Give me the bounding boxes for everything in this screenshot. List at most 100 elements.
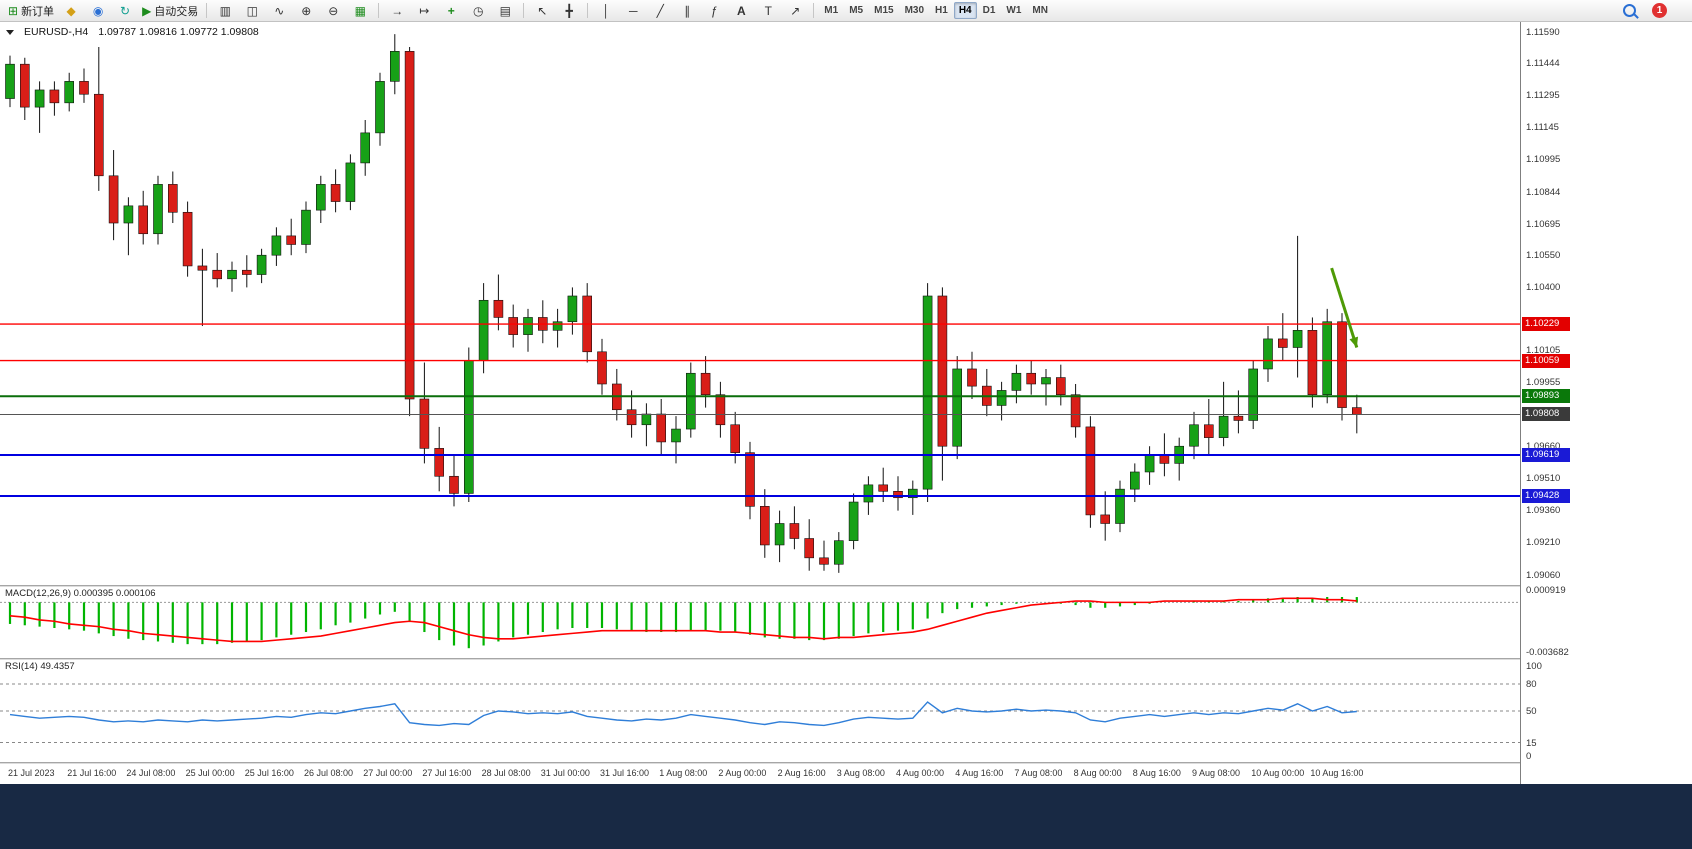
arrow-annotation[interactable] — [1330, 267, 1359, 348]
rsi-axis-label: 50 — [1526, 706, 1537, 717]
timeframe-h4-button[interactable]: H4 — [953, 2, 977, 19]
refresh-icon: ↻ — [120, 3, 131, 18]
time-axis-label: 26 Jul 08:00 — [304, 768, 354, 778]
timeframe-d1-button[interactable]: D1 — [982, 5, 996, 16]
zoom-out-button[interactable]: ⊖ — [320, 1, 346, 20]
time-axis-label: 8 Aug 00:00 — [1073, 768, 1122, 778]
compass-icon: ◆ — [66, 3, 76, 18]
market-button[interactable]: ◆ — [58, 1, 84, 20]
refresh-button[interactable]: ↻ — [112, 1, 138, 20]
auto-scroll-button[interactable]: → — [384, 1, 410, 20]
macd-canvas[interactable] — [0, 587, 1520, 658]
timeframe-m1-button[interactable]: M1 — [824, 5, 839, 16]
timeframe-h1-button[interactable]: H1 — [935, 5, 948, 16]
label-tool-button[interactable]: T — [755, 1, 781, 20]
search-icon[interactable] — [1623, 4, 1636, 17]
time-axis-label: 25 Jul 16:00 — [244, 768, 294, 778]
time-axis-label: 24 Jul 08:00 — [126, 768, 176, 778]
candlestick-mode-button[interactable]: ◫ — [239, 1, 265, 20]
zoom-in-button[interactable]: ⊕ — [293, 1, 319, 20]
cursor-tool-button[interactable]: ↖ — [529, 1, 555, 20]
fibonacci-tool-button[interactable]: ƒ — [701, 1, 727, 20]
add-indicator-icon: + — [447, 3, 455, 18]
time-axis[interactable]: 21 Jul 2023 21 Jul 16:00 24 Jul 08:00 25 Ju… — [0, 764, 1520, 784]
fibonacci-icon: ƒ — [710, 3, 718, 18]
price-tick-label: 1.11444 — [1526, 57, 1560, 69]
community-button[interactable]: ◉ — [85, 1, 111, 20]
time-axis-label: 10 Aug 16:00 — [1310, 768, 1364, 778]
autotrading-button[interactable]: ▶ 自动交易 — [139, 1, 201, 20]
price-tick-label: 1.09660 — [1526, 440, 1561, 452]
level-lines[interactable] — [0, 323, 1520, 498]
panel-splitter[interactable] — [0, 762, 1520, 765]
trendline-tool-button[interactable]: ╱ — [647, 1, 673, 20]
templates-button[interactable]: ▤ — [492, 1, 518, 20]
price-axis[interactable]: 1.11590 1.11444 1.11295 1.11145 1.10995 1.108… — [1520, 22, 1692, 784]
chart-shift-button[interactable]: ↦ — [411, 1, 437, 20]
rsi-line — [9, 701, 1357, 727]
price-tick-label: 1.10844 — [1526, 186, 1561, 198]
timeframe-w1-button[interactable]: W1 — [1006, 5, 1022, 16]
line-chart-icon: ∿ — [274, 3, 285, 18]
time-axis-label: 1 Aug 08:00 — [659, 768, 708, 778]
indicators-window-button[interactable]: ▦ — [347, 1, 373, 20]
time-axis-label: 21 Jul 16:00 — [67, 768, 117, 778]
line-chart-mode-button[interactable]: ∿ — [266, 1, 292, 20]
price-chart-canvas[interactable] — [0, 22, 1520, 585]
text-tool-button[interactable]: A — [728, 1, 754, 20]
periods-button[interactable]: ◷ — [465, 1, 491, 20]
rsi-axis-label: 100 — [1526, 661, 1542, 672]
panel-splitter[interactable] — [0, 658, 1520, 661]
zoom-in-icon: ⊕ — [301, 3, 312, 18]
autotrade-play-icon: ▶ — [142, 3, 152, 18]
community-icon: ◉ — [92, 3, 104, 18]
new-order-button[interactable]: ⊞ 新订单 — [5, 1, 57, 20]
autotrading-label: 自动交易 — [154, 5, 199, 18]
macd-histogram — [8, 596, 1358, 649]
price-tick-label: 1.09510 — [1526, 472, 1561, 484]
price-level-badge: 1.09808 — [1522, 407, 1570, 422]
arrows-tool-button[interactable]: ↗ — [782, 1, 808, 20]
label-tool-icon: T — [764, 3, 772, 18]
chart-header: EURUSD-,H4 1.09787 1.09816 1.09772 1.098… — [6, 26, 259, 38]
clock-icon: ◷ — [473, 3, 484, 18]
time-axis-label: 31 Jul 16:00 — [600, 768, 650, 778]
price-tick-label: 1.11295 — [1526, 89, 1560, 101]
time-axis-label: 21 Jul 2023 — [8, 768, 55, 778]
horizontal-line-tool-button[interactable]: ─ — [620, 1, 646, 20]
price-tick-label: 1.10105 — [1526, 345, 1561, 357]
crosshair-tool-button[interactable]: ╋ — [556, 1, 582, 20]
crosshair-icon: ╋ — [565, 3, 573, 18]
notification-badge[interactable]: 1 — [1652, 3, 1667, 18]
time-axis-label: 4 Aug 00:00 — [896, 768, 945, 778]
panel-splitter[interactable] — [0, 585, 1520, 588]
horizontal-line-icon: ─ — [629, 3, 638, 18]
macd-axis-label: 0.000919 — [1526, 585, 1566, 596]
ohlc-values: 1.09787 1.09816 1.09772 1.09808 — [98, 26, 259, 38]
rsi-canvas[interactable] — [0, 660, 1520, 762]
time-axis-label: 9 Aug 08:00 — [1192, 768, 1241, 778]
toolbar-separator — [206, 3, 208, 18]
rsi-panel[interactable]: RSI(14) 49.4357 — [0, 660, 1520, 762]
auto-scroll-icon: → — [391, 3, 404, 18]
trendline-icon: ╱ — [656, 3, 664, 18]
price-chart-panel[interactable]: EURUSD-,H4 1.09787 1.09816 1.09772 1.098… — [0, 22, 1520, 585]
indicators-grid-icon: ▦ — [354, 3, 366, 18]
toolbar-separator — [378, 3, 380, 18]
bar-chart-icon: ▥ — [219, 3, 231, 18]
new-order-icon: ⊞ — [8, 3, 19, 18]
time-axis-label: 2 Aug 00:00 — [718, 768, 767, 778]
channel-tool-button[interactable]: ∥ — [674, 1, 700, 20]
timeframe-m5-button[interactable]: M5 — [849, 5, 864, 16]
time-axis-label: 25 Jul 00:00 — [185, 768, 235, 778]
timeframe-m15-button[interactable]: M15 — [874, 5, 894, 16]
timeframe-mn-button[interactable]: MN — [1032, 5, 1048, 16]
vertical-line-tool-button[interactable]: │ — [593, 1, 619, 20]
add-indicator-button[interactable]: + — [438, 1, 464, 20]
toolbar: ⊞ 新订单 ◆ ◉ ↻ ▶ 自动交易 ▥ ◫ ∿ ⊕ ⊖ ▦ → ↦ + ◷ — [0, 0, 1692, 22]
timeframe-m30-button[interactable]: M30 — [904, 5, 925, 16]
bar-chart-mode-button[interactable]: ▥ — [212, 1, 238, 20]
toolbar-right-group: 1 — [1623, 3, 1687, 18]
macd-panel[interactable]: MACD(12,26,9) 0.000395 0.000106 — [0, 587, 1520, 658]
chart-collapse-icon[interactable] — [6, 29, 14, 35]
